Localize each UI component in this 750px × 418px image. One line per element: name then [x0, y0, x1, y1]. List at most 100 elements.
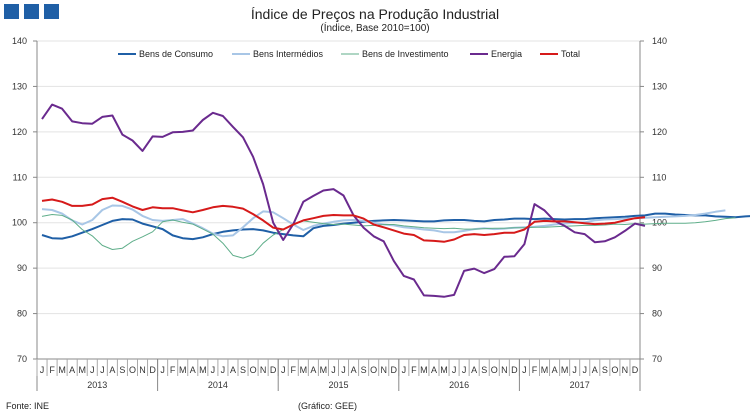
month-label-50: M — [541, 365, 549, 375]
y-tick-right-80: 80 — [652, 309, 662, 319]
y-tick-left-70: 70 — [17, 354, 27, 364]
month-label-48: J — [522, 365, 527, 375]
legend-label-3: Energia — [491, 49, 522, 59]
month-label-37: F — [411, 365, 417, 375]
month-label-13: F — [170, 365, 176, 375]
month-label-3: A — [69, 365, 75, 375]
month-label-1: F — [49, 365, 55, 375]
month-label-46: N — [501, 365, 508, 375]
series-line-bens-de-investimento — [41, 214, 736, 259]
month-label-56: S — [602, 365, 608, 375]
series-line-bens-de-consumo — [41, 212, 750, 241]
month-label-14: M — [179, 365, 187, 375]
brand-logo-block-1 — [4, 4, 19, 19]
month-label-33: O — [370, 365, 377, 375]
chart-subtitle: (Índice, Base 2010=100) — [320, 23, 430, 34]
credit-note: (Gráfico: GEE) — [298, 401, 358, 411]
month-label-17: J — [211, 365, 216, 375]
y-tick-left-120: 120 — [12, 127, 27, 137]
month-label-18: J — [221, 365, 226, 375]
brand-logo-block-2 — [24, 4, 39, 19]
y-tick-left-110: 110 — [13, 172, 27, 182]
month-label-16: M — [199, 365, 207, 375]
month-label-0: J — [40, 365, 45, 375]
y-tick-left-80: 80 — [17, 309, 27, 319]
month-label-21: O — [250, 365, 257, 375]
month-label-51: A — [552, 365, 558, 375]
month-label-15: A — [190, 365, 196, 375]
source-note: Fonte: INE — [6, 401, 50, 411]
month-label-36: J — [402, 365, 407, 375]
legend: Bens de Consumo Bens Intermédios Bens de I… — [118, 49, 580, 59]
month-label-40: M — [440, 365, 448, 375]
month-label-31: A — [351, 365, 357, 375]
month-label-25: F — [291, 365, 297, 375]
month-label-10: N — [139, 365, 146, 375]
y-tick-left-90: 90 — [17, 263, 27, 273]
gridlines — [37, 40, 640, 360]
year-label-2016: 2016 — [449, 380, 469, 390]
y-tick-right-130: 130 — [652, 81, 667, 91]
series-lines — [41, 103, 750, 298]
legend-label-1: Bens Intermédios — [253, 49, 324, 59]
month-label-32: S — [361, 365, 367, 375]
month-label-45: O — [491, 365, 498, 375]
year-label-2015: 2015 — [328, 380, 348, 390]
y-tick-left-140: 140 — [12, 36, 27, 46]
month-label-24: J — [281, 365, 286, 375]
month-label-42: J — [462, 365, 467, 375]
month-label-27: A — [310, 365, 316, 375]
chart-title: Índice de Preços na Produção Industrial — [250, 6, 500, 22]
month-label-5: J — [90, 365, 95, 375]
month-label-4: M — [78, 365, 86, 375]
month-label-11: D — [149, 365, 156, 375]
year-label-2014: 2014 — [208, 380, 228, 390]
month-label-49: F — [532, 365, 538, 375]
month-label-22: N — [260, 365, 267, 375]
month-label-43: A — [471, 365, 477, 375]
y-tick-right-140: 140 — [652, 36, 667, 46]
month-label-26: M — [300, 365, 308, 375]
year-label-2017: 2017 — [570, 380, 590, 390]
month-label-41: J — [452, 365, 457, 375]
legend-label-0: Bens de Consumo — [139, 49, 213, 59]
month-label-57: O — [611, 365, 618, 375]
y-tick-labels: 70 70 80 80 90 90 100 100 110 110 120 120 130 130 140 1… — [12, 36, 667, 364]
year-label-2013: 2013 — [87, 380, 107, 390]
month-label-6: J — [100, 365, 105, 375]
month-label-59: D — [632, 365, 639, 375]
month-label-58: N — [622, 365, 629, 375]
series-line-total — [41, 196, 646, 243]
month-label-47: D — [511, 365, 518, 375]
month-label-20: S — [240, 365, 246, 375]
series-line-energia — [41, 103, 646, 298]
month-label-30: J — [341, 365, 346, 375]
month-label-9: O — [129, 365, 136, 375]
month-label-39: A — [431, 365, 437, 375]
y-tick-right-70: 70 — [652, 354, 662, 364]
month-label-29: J — [331, 365, 336, 375]
month-label-53: J — [572, 365, 577, 375]
month-label-35: D — [391, 365, 398, 375]
month-label-55: A — [592, 365, 598, 375]
month-label-52: M — [561, 365, 569, 375]
month-label-23: D — [270, 365, 277, 375]
legend-label-4: Total — [561, 49, 580, 59]
month-label-38: M — [420, 365, 428, 375]
month-label-8: S — [119, 365, 125, 375]
brand-logo-block-3 — [44, 4, 59, 19]
month-label-44: S — [481, 365, 487, 375]
y-tick-right-120: 120 — [652, 127, 667, 137]
legend-label-2: Bens de Investimento — [362, 49, 449, 59]
month-label-28: M — [320, 365, 328, 375]
month-label-12: J — [160, 365, 165, 375]
month-label-7: A — [109, 365, 115, 375]
y-tick-left-100: 100 — [12, 218, 27, 228]
y-tick-right-110: 110 — [652, 172, 666, 182]
month-label-2: M — [58, 365, 66, 375]
month-label-34: N — [380, 365, 387, 375]
y-tick-right-100: 100 — [652, 218, 667, 228]
month-label-54: J — [582, 365, 587, 375]
